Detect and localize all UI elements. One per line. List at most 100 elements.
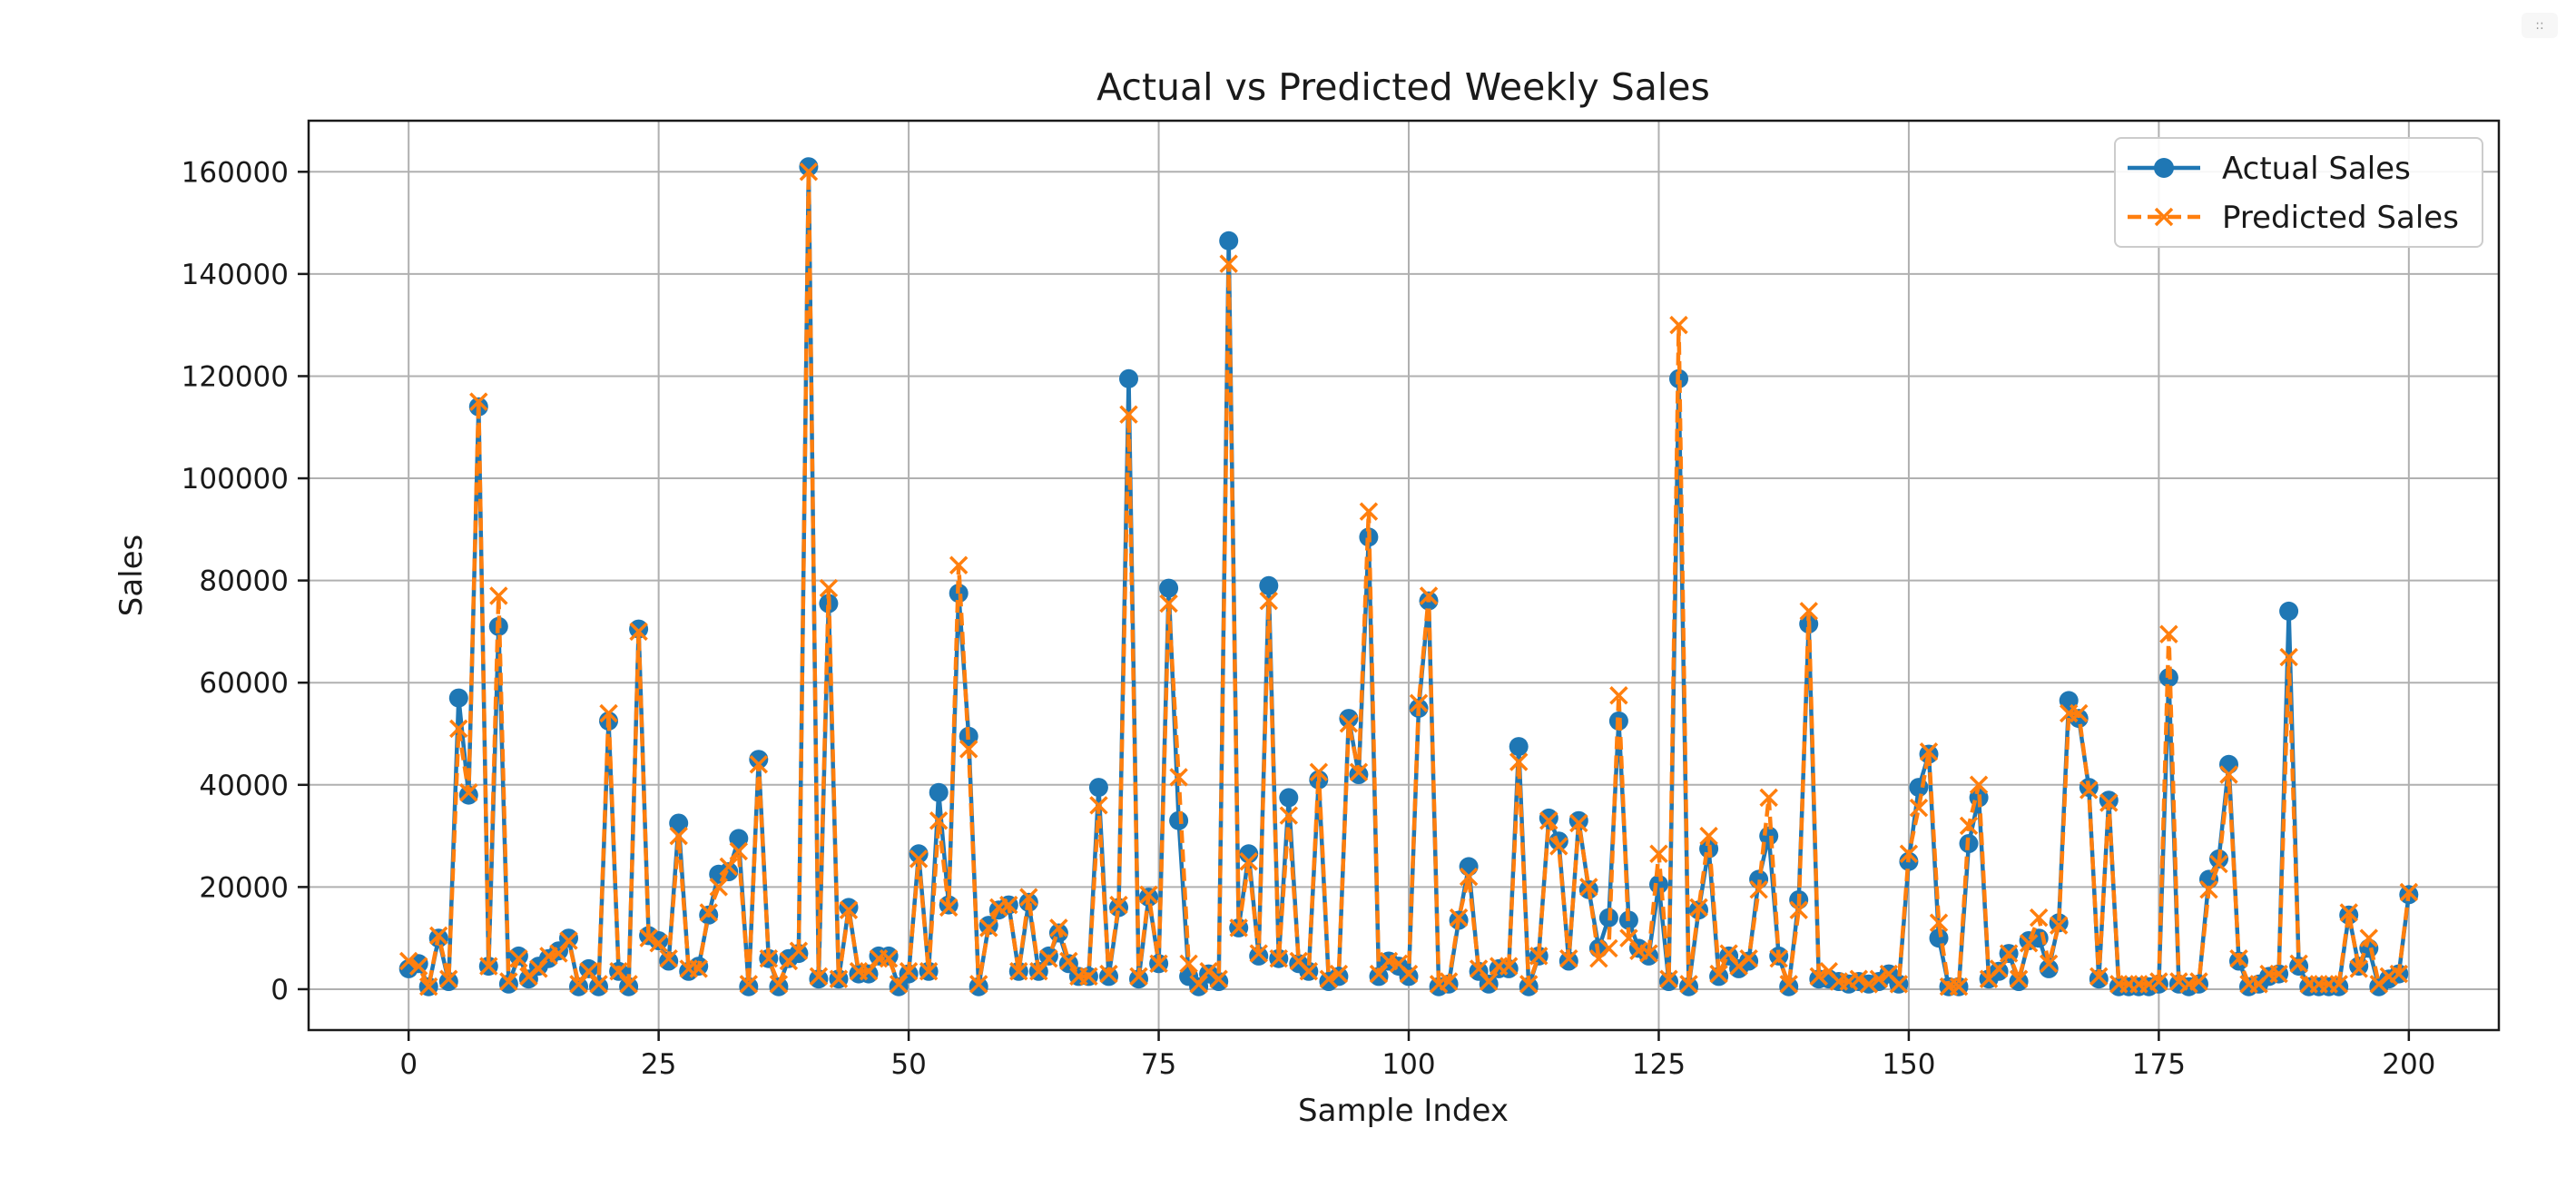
x-tick-label: 0 xyxy=(399,1048,418,1081)
y-tick-label: 0 xyxy=(270,974,289,1006)
predicted-sales-point xyxy=(689,959,708,978)
y-tick-label: 80000 xyxy=(199,565,289,598)
predicted-sales-point xyxy=(579,962,598,981)
predicted-sales-point xyxy=(1659,969,1678,988)
actual-sales-point xyxy=(1169,810,1189,830)
predicted-sales-point xyxy=(829,969,849,988)
predicted-sales-point xyxy=(459,783,478,802)
predicted-sales-point xyxy=(789,941,809,960)
actual-sales-point xyxy=(589,977,608,996)
predicted-sales-point xyxy=(2339,903,2358,922)
predicted-sales-point xyxy=(1159,594,1178,614)
predicted-sales-point xyxy=(1639,944,1658,963)
predicted-sales-point xyxy=(2219,765,2238,784)
predicted-sales-point xyxy=(1369,964,1389,984)
predicted-sales-point xyxy=(1359,502,1379,521)
predicted-sales-point xyxy=(979,918,998,937)
predicted-sales-point xyxy=(1989,959,2009,978)
actual-sales-point xyxy=(1099,967,1118,987)
gridlines xyxy=(309,121,2499,1030)
actual-sales-point xyxy=(1369,967,1389,987)
predicted-sales-point xyxy=(2009,969,2029,988)
predicted-sales-point xyxy=(1759,788,1778,808)
actual-sales-point xyxy=(1929,928,1949,948)
predicted-sales-point xyxy=(1239,851,1258,871)
predicted-sales-point xyxy=(1509,752,1529,771)
predicted-sales-point xyxy=(1739,948,1758,968)
predicted-sales-point xyxy=(1999,944,2019,963)
predicted-sales-point xyxy=(2349,959,2368,978)
predicted-sales-point xyxy=(819,578,839,598)
predicted-sales-point xyxy=(959,740,978,759)
y-axis-label: Sales xyxy=(113,535,150,617)
predicted-sales-point xyxy=(1229,918,1248,937)
predicted-sales-point xyxy=(909,849,929,869)
predicted-sales-point xyxy=(609,962,628,981)
predicted-sales-point xyxy=(2279,647,2298,667)
legend-predicted-label: Predicted Sales xyxy=(2222,200,2459,236)
y-tick-label: 160000 xyxy=(182,156,289,189)
predicted-sales-point xyxy=(469,392,488,411)
predicted-sales-point xyxy=(2359,928,2378,947)
predicted-sales-point xyxy=(1789,900,1808,919)
predicted-sales-point xyxy=(1439,972,1459,991)
actual-sales-point xyxy=(889,977,909,996)
predicted-sales-point xyxy=(1189,975,1208,994)
predicted-sales-point xyxy=(1499,957,1519,976)
predicted-sales-point xyxy=(889,975,909,994)
predicted-sales-point xyxy=(1929,913,1949,933)
predicted-sales-point xyxy=(639,928,658,947)
x-tick-label: 150 xyxy=(1882,1048,1935,1081)
predicted-sales-point xyxy=(619,975,638,994)
actual-sales-point xyxy=(619,977,639,996)
predicted-sales-point xyxy=(1689,898,1708,918)
actual-sales-point xyxy=(448,688,468,708)
actual-sales-point xyxy=(1679,977,1698,996)
predicted-sales-point xyxy=(669,826,688,846)
predicted-sales-point xyxy=(1919,741,1939,761)
predicted-sales-point xyxy=(1079,967,1098,987)
actual-sales-point xyxy=(1659,972,1678,991)
predicted-sales-point xyxy=(759,948,779,968)
predicted-sales-point xyxy=(2029,908,2049,928)
predicted-sales-point xyxy=(1139,885,1158,905)
predicted-sales-point xyxy=(1179,954,1198,974)
predicted-sales-point xyxy=(2209,854,2228,874)
predicted-sales-point xyxy=(1169,768,1188,787)
legend-actual-label: Actual Sales xyxy=(2222,151,2411,187)
predicted-sales-point xyxy=(1329,964,1349,984)
predicted-sales-point xyxy=(1679,975,1698,994)
actual-sales-point xyxy=(1249,946,1269,966)
predicted-sales-point xyxy=(1339,714,1359,733)
predicted-sales-point xyxy=(739,975,759,994)
predicted-sales-point xyxy=(949,555,968,574)
predicted-sales-point xyxy=(2079,780,2099,800)
predicted-sales-point xyxy=(418,977,438,996)
predicted-sales-point xyxy=(1419,586,1439,605)
actual-sales-point xyxy=(579,958,598,978)
x-tick-label: 200 xyxy=(2382,1048,2435,1081)
actual-sales-point xyxy=(729,829,749,849)
predicted-sales-point xyxy=(559,931,578,950)
corner-options-button[interactable]: :: xyxy=(2522,13,2558,38)
x-tick-label: 75 xyxy=(1141,1048,1176,1081)
actual-sales-point xyxy=(1339,709,1359,729)
predicted-sales-point xyxy=(599,703,618,723)
actual-sales-point xyxy=(799,157,819,177)
predicted-sales-point xyxy=(2159,624,2178,643)
actual-sales-point xyxy=(1638,946,1658,966)
y-tick-label: 40000 xyxy=(199,770,289,802)
predicted-sales-point xyxy=(1599,938,1618,958)
predicted-sales-point xyxy=(1469,959,1489,978)
predicted-sales-point xyxy=(749,755,769,774)
actual-sales-point xyxy=(1279,788,1299,808)
predicted-sales-point xyxy=(799,162,819,182)
predicted-sales-point xyxy=(709,878,728,897)
actual-sales-point xyxy=(1119,368,1138,388)
predicted-sales-point xyxy=(899,962,919,981)
actual-sales-point xyxy=(839,898,859,918)
x-tick-label: 175 xyxy=(2132,1048,2186,1081)
predicted-sales-point xyxy=(1269,948,1289,968)
actual-sales-point xyxy=(2099,790,2119,810)
